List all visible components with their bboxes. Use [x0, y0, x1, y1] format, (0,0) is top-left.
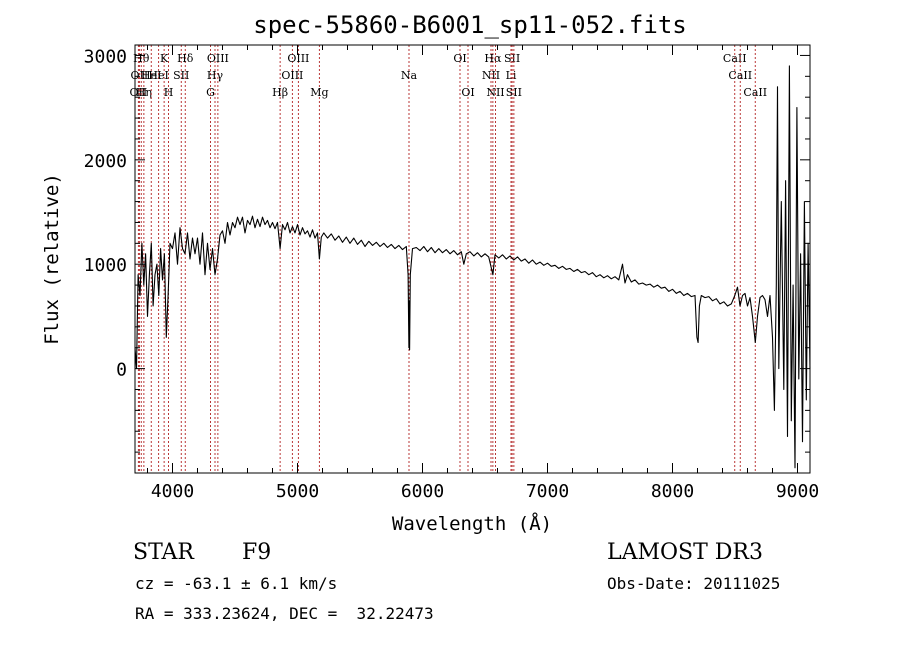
- spectral-line-label: Hθ: [133, 52, 150, 65]
- spectral-line-label: OIII: [287, 52, 309, 65]
- plot-frame: [134, 44, 811, 474]
- spectral-line-label: CaII: [723, 52, 747, 65]
- spectral-line-label: HeI: [141, 69, 161, 82]
- spectral-line-label: Na: [401, 69, 418, 82]
- spectral-line-label: NII: [482, 69, 500, 82]
- y-tick-label: 1000: [84, 255, 127, 276]
- spectral-line-label: OIII: [207, 52, 229, 65]
- spectral-line-label: OI: [461, 86, 474, 99]
- x-tick-label: 5000: [276, 481, 319, 502]
- spectral-line-label: K: [160, 52, 169, 65]
- sky-coordinates: RA = 333.23624, DEC = 32.22473: [135, 604, 434, 623]
- x-tick-label: 6000: [401, 481, 444, 502]
- spectrum-line: [134, 65, 811, 469]
- spectral-line-label: OI: [453, 52, 466, 65]
- x-axis-label: Wavelength (Å): [392, 512, 552, 535]
- spectrum-series: [134, 65, 811, 469]
- spectral-line-label: Hη: [136, 86, 152, 99]
- spectral-line-markers: OIIOIIHθHηHeIHeIKHSIIHδGHγOIIIHβOIIIOIII…: [130, 45, 767, 473]
- spectral-line-label: Hγ: [207, 69, 224, 82]
- spectral-line-label: Hβ: [272, 86, 288, 99]
- spectral-line-label: Hα: [484, 52, 502, 65]
- spectral-line-label: SII: [504, 52, 520, 65]
- spectral-line-label: Hδ: [177, 52, 194, 65]
- spectral-line-label: CaII: [743, 86, 767, 99]
- spectral-line-label: CaII: [728, 69, 752, 82]
- object-subclass: F9: [242, 540, 272, 565]
- spectral-line-label: NII: [486, 86, 504, 99]
- spectral-line-label: SII: [506, 86, 522, 99]
- y-tick-label: 0: [116, 360, 127, 381]
- redshift-velocity: cz = -63.1 ± 6.1 km/s: [135, 574, 338, 593]
- observation-date: Obs-Date: 20111025: [607, 574, 781, 593]
- spectral-line-label: G: [206, 86, 215, 99]
- spectral-line-label: OIII: [281, 69, 303, 82]
- y-tick-label: 3000: [84, 46, 127, 67]
- x-tick-label: 7000: [526, 481, 569, 502]
- y-tick-label: 2000: [84, 151, 127, 172]
- spectral-line-label: SII: [173, 69, 189, 82]
- chart-title: spec-55860-B6001_sp11-052.fits: [253, 11, 686, 39]
- spectral-line-label: OII: [130, 86, 148, 99]
- x-tick-label: 9000: [776, 481, 819, 502]
- object-class: STAR: [133, 540, 194, 565]
- x-tick-label: 8000: [651, 481, 694, 502]
- spectral-line-label: H: [164, 86, 174, 99]
- spectral-line-label: Mg: [310, 86, 328, 99]
- y-axis-label: Flux (relative): [41, 173, 63, 345]
- y-axis-ticks: 0 1000 2000 3000: [84, 46, 810, 474]
- survey-name: LAMOST DR3: [607, 540, 763, 565]
- x-axis-ticks: 4000 5000 6000 7000 8000 9000: [147, 45, 819, 502]
- spectral-line-label: Li: [506, 69, 517, 82]
- spectral-line-label: HeI: [148, 69, 168, 82]
- x-tick-label: 4000: [151, 481, 194, 502]
